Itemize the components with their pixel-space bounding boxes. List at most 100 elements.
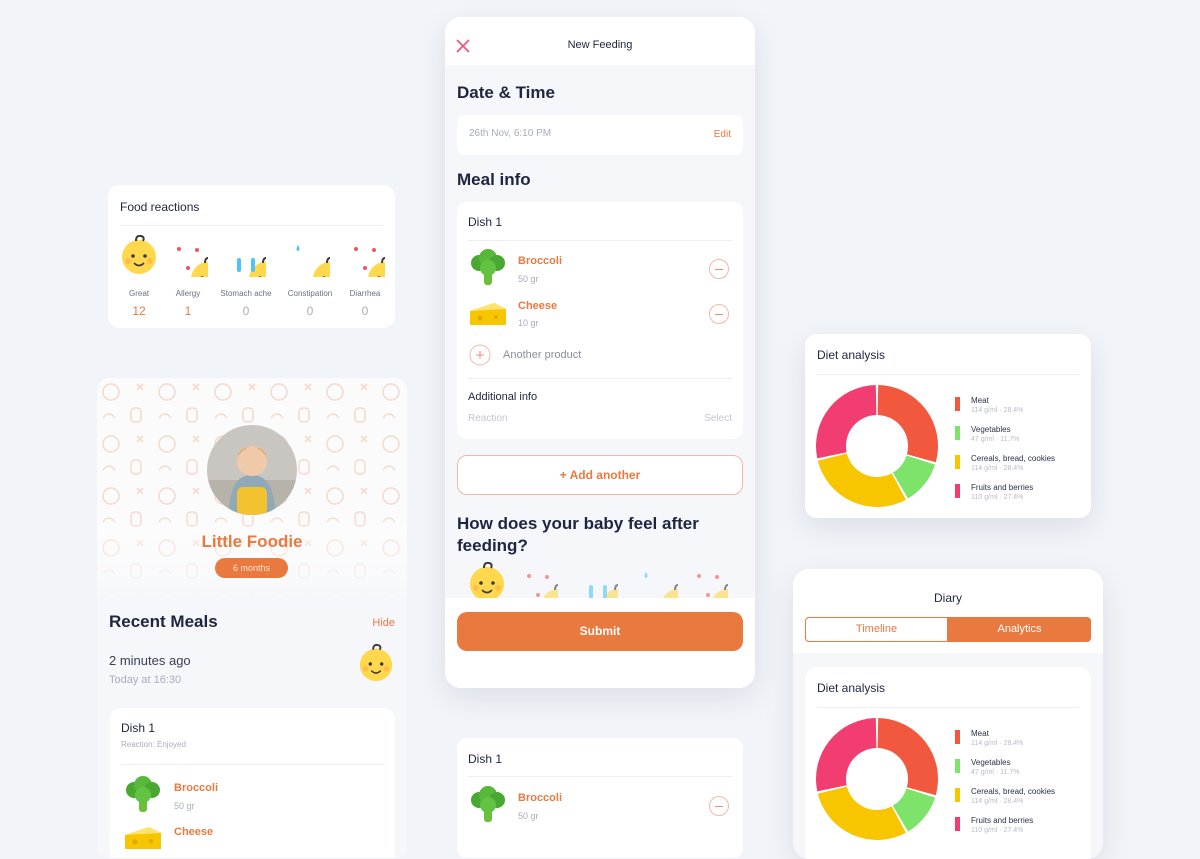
dish-card: Dish 1 Reaction: Enjoyed Broccoli 50 gr …: [110, 708, 395, 858]
dish-card: Dish 1 Broccoli 50 gr Cheese 10 gr Anoth…: [457, 202, 743, 439]
legend-name: Fruits and berries: [971, 483, 1034, 492]
legend-name: Meat: [971, 396, 989, 405]
question: How does your baby feel after feeding?: [457, 514, 699, 555]
cheese-icon: [468, 299, 508, 329]
edit-link[interactable]: Edit: [713, 129, 731, 140]
reaction-icon: [168, 235, 208, 277]
age-pill: 6 months: [215, 558, 288, 578]
legend-value: 114 g/ml · 28.4%: [971, 465, 1024, 472]
tab[interactable]: Analytics: [948, 617, 1091, 642]
reaction-name: Great: [128, 289, 149, 298]
use: [360, 645, 392, 681]
card-title: Diet analysis: [817, 681, 886, 695]
legend-swatch: [955, 759, 960, 773]
rect: [237, 487, 267, 515]
add-product-button[interactable]: [469, 344, 491, 366]
section-title: Date & Time: [457, 83, 555, 102]
section-title: Meal info: [457, 170, 531, 189]
legend-name: Vegetables: [971, 425, 1011, 434]
circle: [469, 344, 491, 366]
dish-reaction: Reaction: Enjoyed: [121, 740, 186, 749]
donut-segment: [817, 786, 906, 840]
reaction-icon: [119, 235, 159, 277]
donut-segment: [877, 385, 938, 463]
screen-title: Diary: [933, 591, 962, 605]
meal-time: 2 minutes ago: [109, 653, 191, 668]
product-name: Cheese: [174, 826, 214, 838]
tab-bar: Timeline Analytics: [805, 617, 1091, 642]
face-icon: [297, 245, 331, 277]
page: Food reactions Great 12 Allergy 1 Stomach ac…: [97, 17, 1091, 858]
path: [237, 447, 267, 457]
legend-value: 114 g/ml · 28.4%: [971, 798, 1024, 805]
date-value: 26th Nov, 6:10 PM: [469, 128, 552, 139]
reaction-count: 0: [361, 304, 369, 318]
reaction-icon: [290, 235, 330, 277]
food-reactions-card: Food reactions Great 12 Allergy 1 Stomach ac…: [108, 185, 395, 328]
donut-segment: [892, 788, 936, 832]
product-name: Broccoli: [518, 255, 563, 267]
hide-link[interactable]: Hide: [372, 617, 395, 629]
remove-button[interactable]: [709, 796, 729, 816]
product-amount: 50 gr: [518, 811, 539, 821]
legend-name: Cereals, bread, cookies: [971, 787, 1056, 796]
avatar: [207, 425, 297, 515]
remove-button[interactable]: [709, 304, 729, 324]
legend-swatch: [955, 788, 960, 802]
divider: [817, 374, 1079, 375]
legend-name: Vegetables: [971, 758, 1011, 767]
close-button[interactable]: [456, 39, 470, 53]
use: [471, 786, 505, 822]
product-amount: 10 gr: [518, 318, 539, 328]
g: [207, 425, 297, 515]
face-icon: [237, 258, 266, 277]
product-name: Broccoli: [174, 782, 219, 794]
legend-value: 114 g/ml · 28.4%: [971, 407, 1024, 414]
field-label: Reaction: [468, 413, 508, 424]
legend-swatch: [955, 455, 960, 469]
reaction-name: Diarrhea: [349, 289, 381, 298]
use: [471, 249, 505, 285]
legend-swatch: [955, 484, 960, 498]
dish-title: Dish 1: [121, 721, 156, 735]
profile-name: Little Foodie: [201, 532, 303, 551]
donut-segment: [816, 385, 877, 459]
legend-value: 110 g/ml · 27.4%: [971, 494, 1024, 501]
profile-card: Little Foodie 6 months Recent Meals Hide…: [97, 378, 407, 858]
product-amount: 50 gr: [174, 801, 195, 811]
reaction-count: 1: [184, 304, 192, 318]
submit-button[interactable]: Submit: [457, 612, 743, 651]
legend-swatch: [955, 730, 960, 744]
legend-value: 47 g/ml · 11.7%: [971, 769, 1020, 776]
section-title: Recent Meals: [109, 612, 218, 631]
legend-value: 110 g/ml · 27.4%: [971, 827, 1024, 834]
use: [125, 827, 161, 849]
meal-date: Today at 16:30: [109, 674, 182, 686]
divider: [121, 764, 384, 765]
legend-swatch: [955, 817, 960, 831]
field-title: Additional info: [468, 391, 538, 403]
diet-analysis-card: Diet analysis Meat 114 g/ml · 28.4% Vegeta…: [805, 334, 1091, 518]
divider: [817, 707, 1079, 708]
tab[interactable]: Timeline: [805, 617, 948, 642]
date-field[interactable]: 26th Nov, 6:10 PM Edit: [457, 115, 743, 155]
header-bar: [445, 17, 755, 65]
legend-name: Meat: [971, 729, 989, 738]
legend-value: 114 g/ml · 28.4%: [971, 740, 1024, 747]
broccoli-icon: [468, 785, 508, 825]
reaction-name: Stomach ache: [220, 289, 272, 298]
donut-segment: [892, 455, 936, 499]
add-product-label[interactable]: Another product: [503, 349, 582, 361]
dish-title: Dish 1: [468, 752, 503, 766]
product-name: Cheese: [518, 300, 558, 312]
select-link[interactable]: Select: [704, 413, 732, 424]
remove-button[interactable]: [709, 259, 729, 279]
legend-value: 47 g/ml · 11.7%: [971, 436, 1020, 443]
add-another-button[interactable]: + Add another: [457, 455, 743, 495]
legend-swatch: [955, 426, 960, 440]
donut-chart: [816, 718, 938, 840]
path: [476, 351, 484, 359]
face-icon: [354, 247, 385, 277]
donut-segment: [877, 718, 938, 796]
face-icon: [177, 247, 208, 277]
